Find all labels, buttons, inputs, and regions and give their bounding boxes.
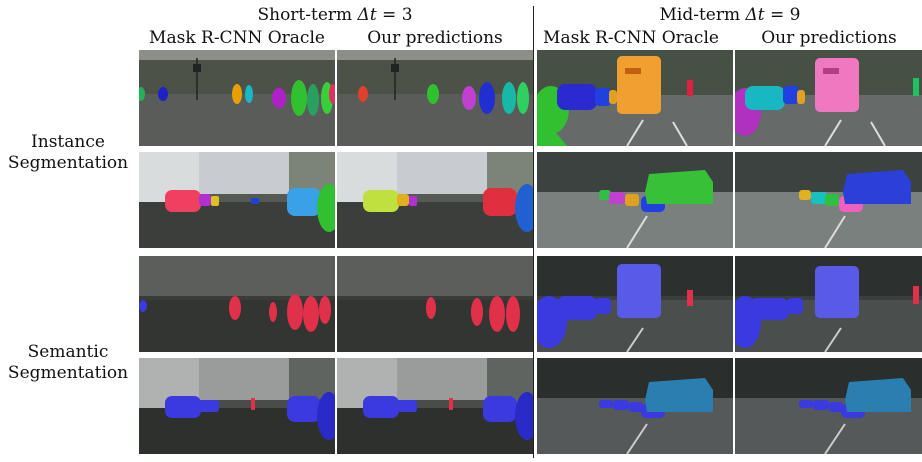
image-instance-r1-pred-short bbox=[337, 50, 533, 146]
image-instance-r1-oracle-mid bbox=[537, 50, 733, 146]
image-semantic-r3-pred-short bbox=[337, 256, 533, 352]
image-semantic-r4-pred-short bbox=[337, 358, 533, 454]
column-header-predictions-mid: Our predictions bbox=[761, 28, 897, 48]
image-semantic-r3-oracle-mid bbox=[537, 256, 733, 352]
column-header-oracle-short: Mask R-CNN Oracle bbox=[149, 28, 325, 48]
row-label-semantic-line2: Segmentation bbox=[7, 363, 129, 383]
image-instance-r2-oracle-short bbox=[139, 152, 335, 248]
image-semantic-r4-oracle-mid bbox=[537, 358, 733, 454]
image-semantic-r3-pred-mid bbox=[735, 256, 922, 352]
image-semantic-r4-oracle-short bbox=[139, 358, 335, 454]
image-instance-r2-oracle-mid bbox=[537, 152, 733, 248]
image-semantic-r3-oracle-short bbox=[139, 256, 335, 352]
column-header-predictions-short: Our predictions bbox=[367, 28, 503, 48]
image-instance-r2-pred-mid bbox=[735, 152, 922, 248]
row-label-semantic-line1: Semantic bbox=[27, 342, 109, 362]
mid-term-prefix: Mid-term bbox=[659, 5, 746, 25]
mid-term-header: Mid-term Δt = 9 bbox=[610, 5, 850, 25]
row-label-instance-line2: Segmentation bbox=[7, 153, 129, 173]
mid-term-delta: Δt bbox=[745, 5, 765, 25]
short-term-header: Short-term Δt = 3 bbox=[215, 5, 455, 25]
row-label-instance: Instance Segmentation bbox=[0, 132, 136, 174]
row-label-instance-line1: Instance bbox=[31, 132, 105, 152]
mid-term-value: = 9 bbox=[764, 5, 801, 25]
image-instance-r1-pred-mid bbox=[735, 50, 922, 146]
image-instance-r2-pred-short bbox=[337, 152, 533, 248]
short-term-prefix: Short-term bbox=[257, 5, 358, 25]
image-instance-r1-oracle-short bbox=[139, 50, 335, 146]
group-divider bbox=[533, 6, 534, 458]
short-term-value: = 3 bbox=[376, 5, 413, 25]
column-header-oracle-mid: Mask R-CNN Oracle bbox=[543, 28, 719, 48]
row-label-semantic: Semantic Segmentation bbox=[0, 342, 136, 384]
short-term-delta: Δt bbox=[357, 5, 377, 25]
image-semantic-r4-pred-mid bbox=[735, 358, 922, 454]
